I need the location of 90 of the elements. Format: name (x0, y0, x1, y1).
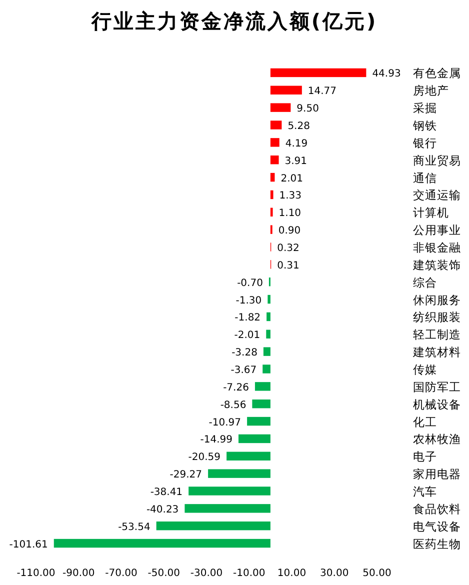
y-tick-label: 传媒 (413, 362, 437, 376)
data-label: -3.67 (230, 365, 257, 376)
data-label: -29.27 (170, 470, 202, 481)
bar (270, 68, 366, 78)
y-tick-label: 建筑材料 (412, 345, 461, 360)
bar (238, 434, 270, 444)
y-tick-label: 医药生物 (413, 536, 461, 551)
y-tick-label: 非银金融 (413, 240, 461, 254)
y-tick-label: 银行 (412, 136, 437, 150)
y-tick-label: 汽车 (413, 484, 437, 498)
data-label: 0.31 (277, 260, 300, 272)
y-tick-label: 休闲服务 (413, 292, 461, 307)
y-tick-label: 食品饮料 (413, 502, 461, 516)
bar (252, 400, 270, 408)
data-label: 9.50 (296, 104, 319, 115)
x-tick-label: -70.00 (105, 568, 138, 579)
data-label: -1.82 (234, 312, 261, 324)
bar (226, 452, 270, 460)
y-tick-label: 计算机 (413, 206, 449, 220)
y-tick-label: 电气设备 (413, 519, 461, 534)
data-label: -53.54 (118, 522, 150, 533)
bar (208, 469, 270, 478)
y-tick-label: 商业贸易 (413, 153, 461, 168)
data-label: 2.01 (280, 173, 303, 184)
y-tick-label: 通信 (413, 170, 437, 185)
x-tick-label: -90.00 (62, 568, 95, 579)
y-tick-label: 机械设备 (413, 397, 461, 412)
x-tick-label: 50.00 (362, 568, 392, 579)
y-tick-label: 有色金属 (413, 66, 461, 80)
data-label: -0.70 (237, 278, 263, 289)
chart-title: 行业主力资金净流入额(亿元) (90, 9, 378, 33)
y-tick-label: 交通运输 (413, 188, 461, 202)
data-label: -20.59 (188, 452, 221, 464)
data-label: -1.30 (236, 295, 262, 306)
bar (270, 172, 275, 182)
bar (188, 486, 270, 496)
data-label: 5.28 (288, 121, 310, 132)
y-tick-label: 钢铁 (412, 118, 437, 132)
bar (254, 382, 270, 391)
x-tick-label: 10.00 (277, 568, 306, 579)
y-tick-label: 综合 (413, 275, 437, 290)
data-label: -101.61 (9, 539, 48, 550)
data-label: 1.10 (278, 208, 302, 220)
data-label: -8.56 (220, 400, 246, 411)
bar (156, 522, 270, 530)
data-label: 4.19 (285, 138, 308, 150)
x-tick-label: -50.00 (148, 568, 180, 579)
bar (270, 156, 279, 164)
bar (270, 103, 291, 112)
x-tick-label: -110.00 (16, 568, 56, 579)
y-tick-label: 轻工制造 (413, 328, 461, 342)
bar (270, 86, 302, 94)
bar (266, 312, 270, 322)
y-tick-label: 公用事业 (413, 223, 461, 238)
y-tick-label: 建筑装饰 (412, 258, 461, 272)
bar (263, 347, 270, 356)
x-tick-label: -30.00 (190, 568, 223, 579)
y-tick-label: 房地产 (413, 84, 449, 98)
data-label: -38.41 (150, 487, 183, 498)
bar (262, 364, 270, 374)
data-label: 0.32 (277, 243, 300, 254)
bar (266, 330, 270, 338)
data-label: 14.77 (308, 86, 337, 98)
data-label: 0.90 (278, 226, 301, 237)
y-tick-label: 农林牧渔 (413, 432, 461, 446)
y-tick-label: 国防军工 (413, 380, 461, 394)
bar (184, 504, 270, 513)
y-tick-label: 纺织服装 (413, 310, 461, 324)
data-label: -40.23 (146, 504, 179, 516)
data-label: -7.26 (223, 382, 249, 394)
bar (247, 416, 270, 426)
bar (270, 208, 273, 216)
bar (270, 120, 282, 130)
data-label: -14.99 (200, 434, 232, 446)
data-label: -2.01 (234, 330, 260, 342)
data-label: 3.91 (284, 156, 308, 167)
y-tick-label: 化工 (413, 414, 437, 429)
bar (270, 190, 274, 200)
bar (270, 138, 280, 147)
y-tick-label: 采掘 (413, 101, 437, 116)
bar (54, 538, 270, 548)
data-label: -3.28 (232, 348, 258, 359)
data-label: 1.33 (279, 190, 302, 202)
data-label: -10.97 (208, 417, 242, 428)
y-tick-label: 家用电器 (413, 467, 461, 482)
x-tick-label: 30.00 (320, 568, 349, 579)
x-tick-label: -10.00 (233, 568, 266, 579)
y-tick-label: 电子 (413, 450, 437, 464)
bar (268, 294, 270, 304)
data-label: 44.93 (372, 68, 401, 80)
